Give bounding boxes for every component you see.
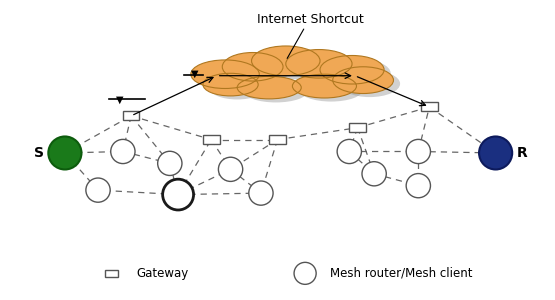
Ellipse shape (362, 162, 386, 186)
Ellipse shape (244, 80, 308, 102)
Text: R: R (517, 146, 527, 160)
Ellipse shape (479, 136, 512, 169)
Ellipse shape (48, 136, 82, 169)
Ellipse shape (339, 70, 400, 97)
Text: Mesh router/Mesh client: Mesh router/Mesh client (330, 267, 472, 280)
Text: S: S (34, 146, 44, 160)
Ellipse shape (299, 78, 363, 102)
Ellipse shape (337, 140, 361, 164)
Ellipse shape (292, 74, 356, 98)
Ellipse shape (203, 73, 258, 96)
Ellipse shape (191, 60, 259, 88)
Ellipse shape (210, 77, 265, 100)
Ellipse shape (163, 179, 194, 210)
Text: Internet Shortcut: Internet Shortcut (258, 13, 364, 26)
Ellipse shape (258, 50, 327, 79)
Ellipse shape (406, 140, 431, 164)
Ellipse shape (198, 64, 266, 92)
Ellipse shape (286, 50, 352, 78)
Bar (123, 111, 139, 120)
Ellipse shape (86, 178, 110, 202)
Bar (105, 270, 118, 277)
Ellipse shape (406, 174, 431, 198)
Ellipse shape (249, 181, 273, 205)
Bar (349, 123, 366, 132)
Ellipse shape (223, 52, 283, 81)
Ellipse shape (292, 53, 359, 82)
Ellipse shape (237, 76, 301, 99)
Ellipse shape (294, 262, 316, 284)
Bar (269, 135, 286, 144)
Ellipse shape (251, 46, 320, 76)
Ellipse shape (327, 59, 391, 88)
Ellipse shape (158, 151, 182, 175)
Text: ▼: ▼ (191, 69, 199, 79)
Ellipse shape (320, 56, 384, 84)
Bar (203, 135, 220, 144)
Ellipse shape (332, 67, 393, 94)
Ellipse shape (229, 56, 290, 85)
Ellipse shape (111, 140, 135, 164)
Bar (421, 102, 438, 111)
Ellipse shape (219, 157, 243, 182)
Text: ▼: ▼ (117, 94, 124, 104)
Text: Gateway: Gateway (137, 267, 189, 280)
